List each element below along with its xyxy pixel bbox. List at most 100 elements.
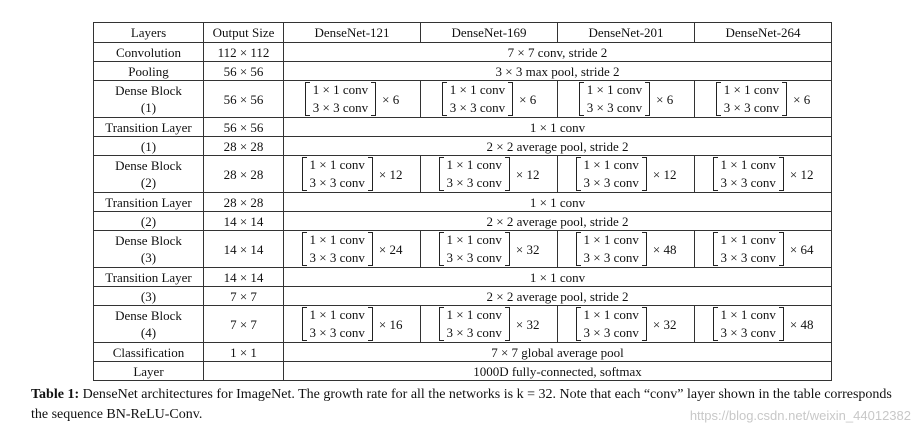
output-size: 28 × 28 [203, 136, 284, 156]
dense-block-spec: 1 × 1 conv 3 × 3 conv × 24 [283, 230, 421, 268]
table-header-row: Layers Output Size DenseNet-121 DenseNet… [93, 22, 832, 43]
layer-name-line1: Dense Block [115, 233, 182, 248]
dense-block-spec: 1 × 1 conv 3 × 3 conv × 6 [557, 80, 695, 118]
output-size: 28 × 28 [203, 155, 284, 193]
conv-3x3: 3 × 3 conv [723, 100, 780, 115]
layer-spec: 1 × 1 conv [283, 192, 832, 212]
header-densenet-169: DenseNet-169 [420, 22, 558, 43]
caption-text: DenseNet architectures for ImageNet. The… [31, 387, 892, 422]
conv-1x1: 1 × 1 conv [720, 307, 776, 322]
repeat-multiplier: × 24 [378, 241, 403, 257]
table-row: Transition Layer 56 × 56 1 × 1 conv [93, 117, 832, 137]
conv-3x3: 3 × 3 conv [312, 100, 369, 115]
bracket-group: 1 × 1 conv 3 × 3 conv × 6 [441, 81, 537, 117]
conv-3x3: 3 × 3 conv [583, 175, 639, 190]
conv-bracket: 1 × 1 conv 3 × 3 conv [712, 156, 785, 192]
bracket-group: 1 × 1 conv 3 × 3 conv × 6 [304, 81, 400, 117]
repeat-multiplier: × 6 [656, 91, 674, 107]
table-row: (1) 28 × 28 2 × 2 average pool, stride 2 [93, 136, 832, 156]
repeat-multiplier: × 32 [515, 241, 540, 257]
repeat-multiplier: × 12 [515, 166, 540, 182]
repeat-multiplier: × 32 [515, 316, 540, 332]
bracket-group: 1 × 1 conv 3 × 3 conv × 48 [575, 231, 676, 267]
conv-bracket: 1 × 1 conv 3 × 3 conv [304, 81, 377, 117]
table-row: (2) 14 × 14 2 × 2 average pool, stride 2 [93, 211, 832, 231]
layer-spec: 7 × 7 conv, stride 2 [283, 42, 832, 62]
layer-spec: 2 × 2 average pool, stride 2 [283, 211, 832, 231]
header-densenet-201: DenseNet-201 [557, 22, 695, 43]
repeat-multiplier: × 64 [789, 241, 814, 257]
dense-block-spec: 1 × 1 conv 3 × 3 conv × 12 [420, 155, 558, 193]
layer-name-line2: (4) [140, 325, 157, 340]
layer-spec: 1 × 1 conv [283, 267, 832, 287]
layer-name-line1: Classification [93, 342, 204, 362]
caption-label: Table 1: [31, 387, 80, 402]
bracket-group: 1 × 1 conv 3 × 3 conv × 12 [712, 156, 814, 192]
layer-name-line2: (2) [140, 175, 157, 190]
dense-block-spec: 1 × 1 conv 3 × 3 conv × 64 [694, 230, 832, 268]
conv-3x3: 3 × 3 conv [449, 100, 506, 115]
conv-3x3: 3 × 3 conv [446, 325, 502, 340]
table-row: Dense Block (2) 28 × 28 1 × 1 conv 3 × 3 con… [93, 155, 832, 193]
conv-1x1: 1 × 1 conv [583, 157, 639, 172]
layer-name-line2: (1) [93, 136, 204, 156]
bracket-group: 1 × 1 conv 3 × 3 conv × 48 [712, 306, 813, 342]
bracket-group: 1 × 1 conv 3 × 3 conv × 6 [578, 81, 674, 117]
conv-3x3: 3 × 3 conv [720, 325, 776, 340]
conv-3x3: 3 × 3 conv [309, 175, 365, 190]
conv-bracket: 1 × 1 conv 3 × 3 conv [712, 306, 785, 342]
table-row: Dense Block (1) 56 × 56 1 × 1 conv 3 × 3 con… [93, 80, 832, 118]
conv-bracket: 1 × 1 conv 3 × 3 conv [438, 306, 511, 342]
dense-block-spec: 1 × 1 conv 3 × 3 conv × 32 [557, 305, 695, 343]
conv-bracket: 1 × 1 conv 3 × 3 conv [715, 81, 788, 117]
header-densenet-121: DenseNet-121 [283, 22, 421, 43]
layer-name-line1: Transition Layer [93, 267, 204, 287]
layer-name: Convolution [93, 42, 204, 62]
bracket-group: 1 × 1 conv 3 × 3 conv × 12 [301, 156, 403, 192]
output-size: 14 × 14 [203, 230, 284, 268]
layer-name-line1: Transition Layer [93, 192, 204, 212]
conv-3x3: 3 × 3 conv [720, 250, 776, 265]
conv-1x1: 1 × 1 conv [449, 82, 506, 97]
conv-3x3: 3 × 3 conv [446, 175, 502, 190]
header-output-size: Output Size [203, 22, 284, 43]
conv-1x1: 1 × 1 conv [720, 232, 776, 247]
layer-name-line1: Transition Layer [93, 117, 204, 137]
conv-bracket: 1 × 1 conv 3 × 3 conv [301, 231, 374, 267]
layer-spec: 3 × 3 max pool, stride 2 [283, 61, 832, 81]
layer-name: Dense Block (4) [93, 305, 204, 343]
conv-3x3: 3 × 3 conv [309, 325, 365, 340]
output-size: 7 × 7 [203, 286, 284, 306]
layer-name-line2: (3) [140, 250, 157, 265]
output-size: 14 × 14 [203, 267, 284, 287]
layer-name-line1: Dense Block [115, 83, 182, 98]
repeat-multiplier: × 6 [519, 91, 537, 107]
conv-bracket: 1 × 1 conv 3 × 3 conv [578, 81, 651, 117]
bracket-group: 1 × 1 conv 3 × 3 conv × 32 [438, 231, 540, 267]
layer-name-line1: Dense Block [115, 308, 182, 323]
layer-name: Dense Block (1) [93, 80, 204, 118]
conv-1x1: 1 × 1 conv [312, 82, 369, 97]
layer-spec: 2 × 2 average pool, stride 2 [283, 286, 832, 306]
conv-1x1: 1 × 1 conv [309, 307, 365, 322]
conv-1x1: 1 × 1 conv [583, 307, 639, 322]
output-size: 7 × 7 [203, 305, 284, 343]
layer-spec: 1000D fully-connected, softmax [283, 361, 832, 381]
layer-name: Dense Block (2) [93, 155, 204, 193]
conv-bracket: 1 × 1 conv 3 × 3 conv [575, 306, 648, 342]
conv-1x1: 1 × 1 conv [446, 307, 502, 322]
output-size: 112 × 112 [203, 42, 284, 62]
table-row: Transition Layer 14 × 14 1 × 1 conv [93, 267, 832, 287]
conv-bracket: 1 × 1 conv 3 × 3 conv [712, 231, 785, 267]
conv-bracket: 1 × 1 conv 3 × 3 conv [441, 81, 514, 117]
repeat-multiplier: × 6 [382, 91, 400, 107]
bracket-group: 1 × 1 conv 3 × 3 conv × 12 [575, 156, 676, 192]
conv-1x1: 1 × 1 conv [309, 157, 365, 172]
dense-block-spec: 1 × 1 conv 3 × 3 conv × 12 [283, 155, 421, 193]
conv-3x3: 3 × 3 conv [583, 325, 639, 340]
output-size-empty [203, 361, 284, 381]
repeat-multiplier: × 12 [378, 166, 403, 182]
repeat-multiplier: × 12 [789, 166, 814, 182]
